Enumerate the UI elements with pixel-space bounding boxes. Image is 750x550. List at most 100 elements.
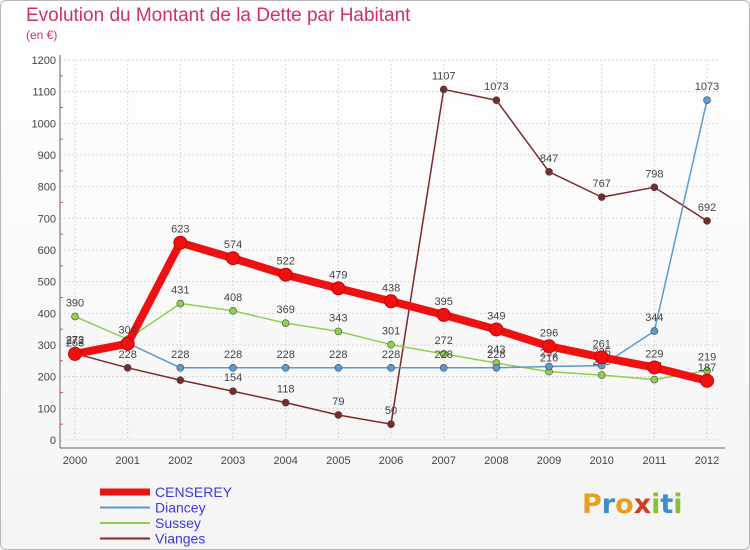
y-tick-label: 0 bbox=[50, 435, 56, 447]
proxiti-logo: Proxiti bbox=[582, 489, 683, 520]
legend-label-vianges: Vianges bbox=[155, 531, 205, 547]
data-point bbox=[650, 327, 659, 335]
data-point bbox=[489, 322, 504, 337]
x-tick-label: 2005 bbox=[326, 455, 350, 467]
data-point bbox=[176, 376, 185, 384]
data-label: 243 bbox=[487, 344, 505, 356]
data-point bbox=[334, 411, 343, 419]
data-label: 187 bbox=[698, 362, 716, 374]
data-point bbox=[387, 340, 395, 349]
data-label: 301 bbox=[382, 326, 400, 338]
data-point bbox=[650, 375, 659, 384]
data-label: 50 bbox=[385, 405, 397, 417]
data-label: 154 bbox=[224, 372, 242, 384]
logo-letter: x bbox=[633, 489, 652, 520]
y-tick-label: 400 bbox=[38, 308, 56, 320]
x-tick-label: 2006 bbox=[379, 455, 403, 467]
data-point bbox=[173, 235, 188, 250]
data-point bbox=[597, 371, 606, 379]
y-tick-label: 1200 bbox=[32, 55, 56, 67]
chart-subtitle: (en €) bbox=[26, 28, 58, 42]
data-label: 272 bbox=[66, 335, 84, 347]
y-tick-label: 200 bbox=[38, 372, 56, 384]
logo-letter: t bbox=[660, 489, 674, 520]
data-label: 118 bbox=[277, 384, 295, 396]
legend-label-sussey: Sussey bbox=[155, 515, 201, 531]
y-tick-label: 1000 bbox=[32, 118, 56, 130]
data-label: 304 bbox=[118, 325, 136, 337]
logo-letter: r bbox=[601, 489, 616, 520]
data-label: 1073 bbox=[484, 81, 508, 93]
y-tick-label: 300 bbox=[38, 340, 56, 352]
logo-letter: i bbox=[651, 489, 661, 520]
data-point bbox=[68, 346, 82, 361]
x-tick-label: 2002 bbox=[168, 455, 192, 467]
data-label: 296 bbox=[540, 327, 558, 339]
data-label: 1107 bbox=[432, 70, 456, 82]
data-label: 343 bbox=[329, 312, 347, 324]
data-point bbox=[71, 312, 79, 321]
x-tick-label: 2001 bbox=[115, 455, 139, 467]
data-point bbox=[439, 85, 448, 94]
y-tick-label: 1100 bbox=[32, 87, 56, 99]
y-tick-label: 800 bbox=[38, 182, 56, 194]
data-point bbox=[278, 267, 293, 282]
data-label: 431 bbox=[171, 285, 189, 297]
y-tick-label: 600 bbox=[38, 245, 56, 257]
chart-title: Evolution du Montant de la Dette par Hab… bbox=[26, 5, 411, 26]
data-label: 216 bbox=[540, 353, 558, 365]
data-point bbox=[120, 336, 135, 351]
data-point bbox=[334, 363, 343, 372]
x-tick-label: 2011 bbox=[643, 455, 667, 467]
data-point bbox=[703, 96, 711, 105]
data-point bbox=[703, 217, 711, 225]
data-label: 344 bbox=[645, 312, 663, 324]
data-label: 522 bbox=[277, 256, 295, 268]
x-tick-label: 2003 bbox=[221, 455, 245, 467]
data-point bbox=[545, 362, 553, 371]
data-label: 228 bbox=[382, 349, 400, 361]
data-label: 349 bbox=[487, 310, 505, 322]
data-label: 273 bbox=[66, 335, 84, 347]
x-tick-label: 2004 bbox=[273, 455, 297, 467]
x-tick-label: 2009 bbox=[537, 455, 561, 467]
data-label: 261 bbox=[593, 338, 611, 350]
y-tick-label: 100 bbox=[38, 403, 56, 415]
data-label: 219 bbox=[698, 352, 716, 364]
data-point bbox=[700, 373, 715, 388]
data-point bbox=[384, 294, 399, 309]
x-tick-label: 2012 bbox=[695, 455, 719, 467]
data-label: 479 bbox=[329, 269, 347, 281]
data-point bbox=[545, 167, 553, 176]
data-label: 272 bbox=[435, 335, 453, 347]
data-point bbox=[176, 299, 185, 308]
data-point bbox=[387, 420, 395, 428]
logo-letter: i bbox=[673, 489, 683, 520]
data-label: 692 bbox=[698, 202, 716, 214]
data-label: 408 bbox=[224, 292, 242, 304]
data-label: 1073 bbox=[695, 81, 719, 93]
data-point bbox=[281, 363, 290, 372]
data-label: 228 bbox=[118, 349, 136, 361]
data-label: 574 bbox=[224, 239, 242, 251]
data-point bbox=[176, 363, 185, 372]
data-label: 229 bbox=[645, 348, 663, 360]
data-point bbox=[492, 363, 501, 372]
data-point bbox=[229, 387, 237, 396]
logo-letter: o bbox=[615, 489, 634, 520]
legend-label-diancey: Diancey bbox=[155, 500, 206, 516]
data-point bbox=[439, 363, 448, 372]
data-point bbox=[439, 350, 448, 358]
data-point bbox=[492, 96, 501, 105]
data-point bbox=[387, 363, 395, 372]
data-label: 263 bbox=[66, 338, 84, 350]
data-label: 438 bbox=[382, 282, 400, 294]
data-label: 847 bbox=[540, 153, 558, 165]
data-label: 228 bbox=[171, 349, 189, 361]
data-label: 228 bbox=[329, 349, 347, 361]
data-label: 767 bbox=[593, 178, 611, 190]
data-point bbox=[226, 251, 241, 266]
data-point bbox=[331, 281, 346, 296]
data-point bbox=[542, 339, 557, 354]
